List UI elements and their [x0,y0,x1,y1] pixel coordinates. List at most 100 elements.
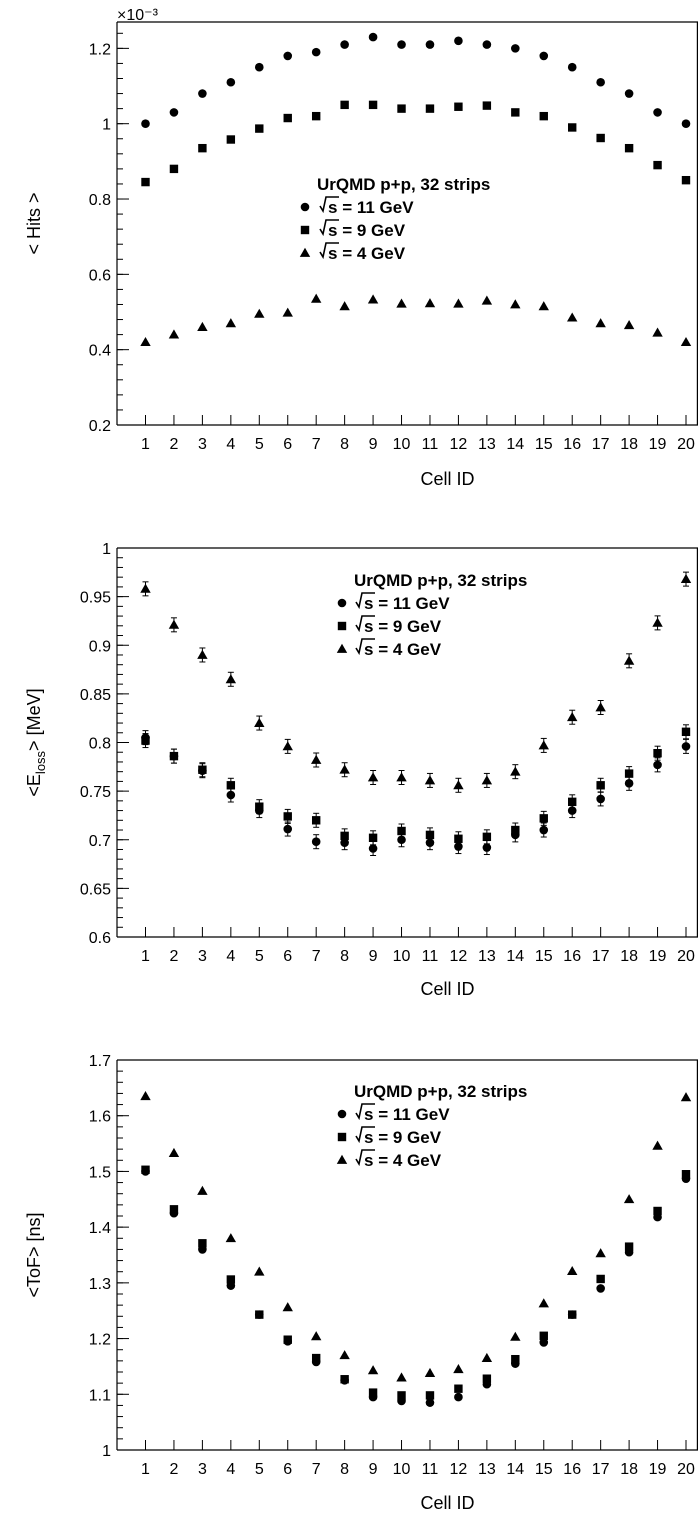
data-point [368,1388,378,1397]
data-point [567,62,577,72]
x-tick-label: 6 [283,1461,292,1478]
data-point [141,1165,150,1174]
data-point [282,307,293,317]
y-tick-label: 1 [102,541,111,558]
data-point [311,47,321,57]
x-tick-label: 9 [369,948,378,965]
data-point [197,649,208,659]
data-point [367,294,379,304]
data-point [482,1374,492,1383]
data-point [396,1372,407,1382]
data-point [425,1391,435,1400]
data-point [681,119,691,128]
data-point [482,40,492,49]
data-point [254,1266,265,1276]
legend: UrQMD p+p, 32 strips s = 11 GeV s = 9 GeV s… [299,175,490,263]
data-point [425,838,435,847]
y-axis-label: < Hits > [24,192,44,254]
data-point [282,741,293,751]
data-point [141,177,150,187]
data-point [367,1365,379,1375]
sqrt-sign [355,592,375,610]
data-point [567,712,578,722]
data-point [425,1398,435,1407]
y-tick-label: 1.1 [89,1387,111,1404]
data-point [624,143,634,153]
legend-entry-label: s = 11 GeV [364,1105,450,1124]
y-tick-label: 1.5 [89,1164,111,1181]
x-tick-label: 16 [563,436,581,453]
data-point [226,781,236,790]
x-tick-label: 16 [563,1461,581,1478]
data-point [368,32,378,42]
y-tick-label: 0.65 [80,881,111,898]
y-tick-label: 1.2 [89,1332,111,1349]
x-tick-label: 20 [677,948,695,965]
data-point [141,736,150,745]
x-tick-label: 1 [141,948,150,965]
sqrt-sign [355,615,375,633]
data-point [283,824,293,834]
data-point [225,318,237,328]
y-tick-label: 1.4 [89,1220,111,1237]
data-point [226,77,236,87]
data-point [511,108,520,117]
legend-entry-label: s = 4 GeV [364,640,442,659]
y-tick-label: 1 [102,117,111,134]
sqrt-sign [319,219,339,237]
x-tick-label: 10 [393,1461,411,1478]
y-tick-label: 0.9 [89,638,111,655]
x-tick-label: 4 [226,948,235,965]
data-point [539,51,549,61]
data-point [539,1338,549,1347]
x-tick-label: 18 [620,1461,638,1478]
legend-marker [299,247,311,257]
data-point [198,89,207,98]
x-axis-label: Cell ID [420,979,474,999]
data-point [255,1310,264,1319]
data-point [254,308,265,318]
x-tick-label: 18 [620,948,638,965]
data-point [510,1331,521,1341]
y-tick-label: 1.6 [89,1109,111,1126]
data-point [482,832,492,842]
data-point [539,1331,548,1340]
x-tick-label: 14 [506,948,524,965]
x-tick-label: 4 [226,436,235,453]
data-point [311,1353,321,1363]
sqrt-sign [355,1126,375,1144]
data-point [595,702,606,712]
x-tick-label: 10 [393,436,411,453]
data-point [425,104,435,113]
data-point [652,617,663,627]
data-point [453,780,464,790]
x-tick-label: 15 [535,948,553,965]
data-point [311,837,321,846]
y-tick-label: 0.8 [89,736,111,753]
data-point [680,336,692,347]
x-tick-label: 2 [169,1461,178,1478]
data-point [310,754,322,764]
data-point [568,123,577,132]
x-tick-label: 15 [535,1461,553,1478]
x-tick-label: 12 [450,1461,468,1478]
legend-entry-label: s = 4 GeV [328,244,406,263]
x-tick-label: 1 [141,1461,150,1478]
data-point [681,742,691,751]
x-tick-label: 7 [312,436,321,453]
sqrt-sign [355,1149,375,1167]
data-point [310,293,322,303]
x-tick-label: 14 [506,1461,524,1478]
x-tick-label: 4 [226,1461,235,1478]
data-point [652,327,663,337]
data-point [169,751,179,761]
x-tick-label: 7 [312,1461,321,1478]
data-point [539,814,548,823]
data-point [568,1310,577,1319]
data-point [396,772,407,782]
legend-marker [336,1154,348,1164]
data-point [482,843,492,852]
data-point [397,104,406,113]
sqrt-sign [319,242,339,260]
